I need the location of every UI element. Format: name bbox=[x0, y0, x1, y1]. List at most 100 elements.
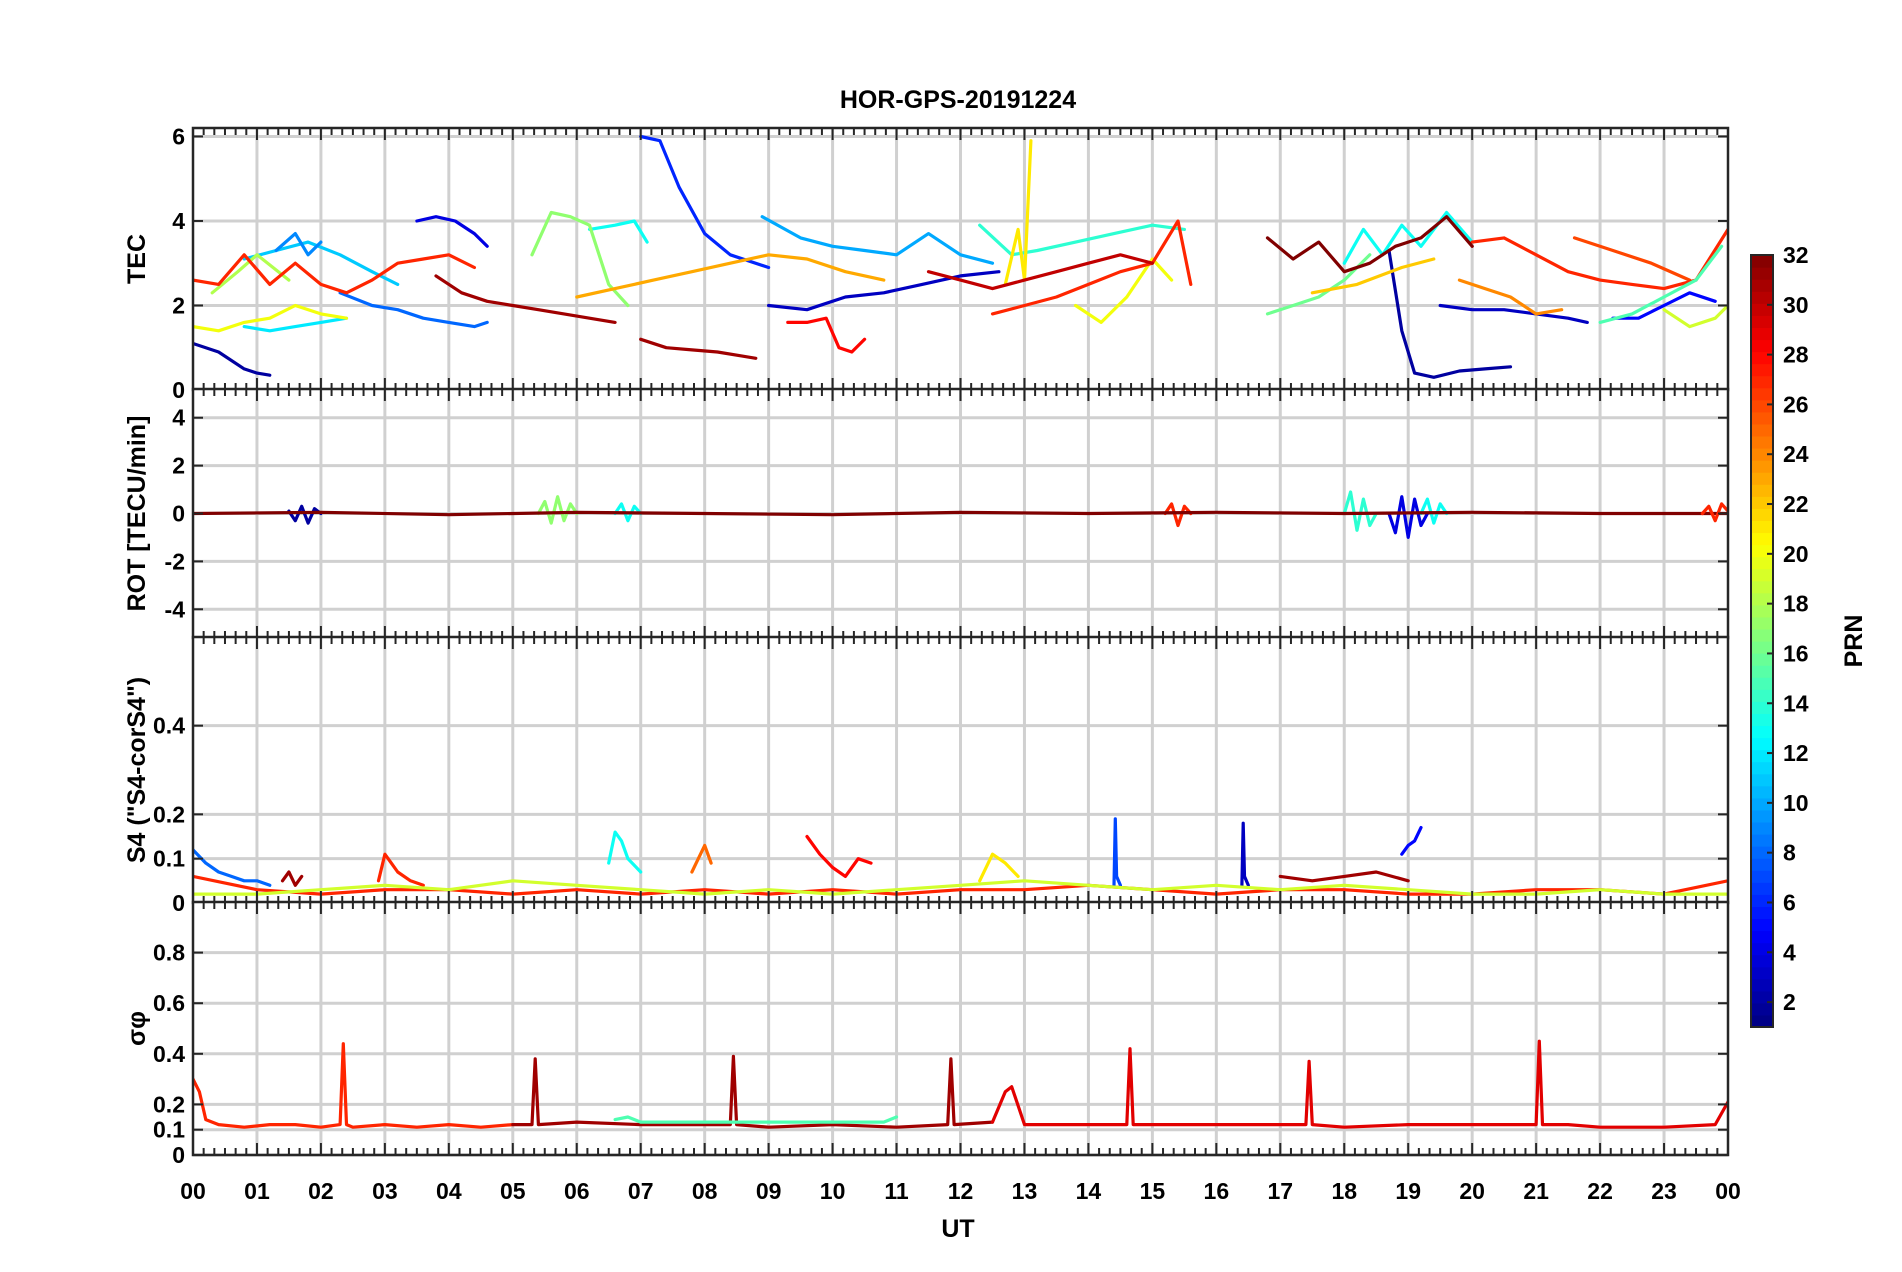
x-tick-label: 23 bbox=[1651, 1178, 1677, 1204]
x-tick-label: 08 bbox=[692, 1178, 718, 1204]
y-tick-label: 0.1 bbox=[153, 846, 185, 872]
series-prn-3 bbox=[766, 270, 1001, 312]
series-prn-18 bbox=[210, 253, 291, 295]
colorbar-segment bbox=[1751, 942, 1773, 956]
series-prn-31 bbox=[639, 337, 758, 360]
series-prn-31 bbox=[434, 274, 617, 324]
x-tick-label: 19 bbox=[1395, 1178, 1421, 1204]
series-prn-31 bbox=[280, 870, 304, 887]
colorbar-tick-label: 6 bbox=[1783, 889, 1796, 915]
series-group bbox=[193, 1039, 1728, 1129]
y-tick-label: 0 bbox=[172, 377, 185, 403]
y-tick-label: 2 bbox=[172, 453, 185, 479]
y-tick-label: 6 bbox=[172, 123, 185, 149]
colorbar-segment bbox=[1751, 520, 1773, 534]
colorbar-segment bbox=[1751, 1002, 1773, 1016]
colorbar-tick-label: 14 bbox=[1783, 690, 1809, 716]
y-tick-label: 0 bbox=[172, 501, 185, 527]
y-tick-label: 0.2 bbox=[153, 1091, 185, 1117]
colorbar-segment bbox=[1751, 737, 1773, 751]
colorbar-segment bbox=[1751, 255, 1773, 268]
colorbar-tick-label: 30 bbox=[1783, 292, 1809, 318]
colorbar-segment bbox=[1751, 423, 1773, 437]
y-tick-label: 0 bbox=[172, 890, 185, 916]
x-tick-label: 20 bbox=[1459, 1178, 1485, 1204]
x-axis-label: UT bbox=[941, 1215, 974, 1243]
y-axis-label: σφ bbox=[123, 1011, 151, 1046]
x-tick-label: 13 bbox=[1012, 1178, 1038, 1204]
colorbar-segment bbox=[1751, 484, 1773, 497]
series-prn-27 bbox=[376, 852, 425, 887]
colorbar-segment bbox=[1751, 761, 1773, 775]
colorbar-segment bbox=[1751, 315, 1773, 328]
series-prn-21 bbox=[978, 852, 1020, 883]
series-prn-32 bbox=[1265, 215, 1474, 274]
colorbar-frame bbox=[1750, 254, 1774, 1028]
chart-title: HOR-GPS-20191224 bbox=[840, 86, 1076, 114]
series-prn-6 bbox=[639, 134, 771, 270]
series-prn-27 bbox=[193, 253, 476, 295]
series-prn-11 bbox=[242, 240, 400, 286]
y-axis-label: TEC bbox=[123, 234, 151, 284]
colorbar-segment bbox=[1751, 375, 1773, 389]
series-prn-28 bbox=[786, 316, 867, 354]
colorbar-tick-label: 18 bbox=[1783, 591, 1809, 617]
series-prn-22 bbox=[1310, 257, 1436, 295]
colorbar-segment bbox=[1751, 821, 1773, 835]
x-tick-label: 16 bbox=[1204, 1178, 1230, 1204]
colorbar-segment bbox=[1751, 327, 1773, 341]
series-prn-20 bbox=[193, 303, 349, 333]
series-prn-3 bbox=[1240, 821, 1250, 887]
series-prn-27 bbox=[1163, 502, 1193, 528]
series-prn-8 bbox=[338, 291, 489, 329]
colorbar-segment bbox=[1751, 435, 1773, 449]
x-tick-label: 07 bbox=[628, 1178, 654, 1204]
x-tick-label: 00 bbox=[1715, 1178, 1741, 1204]
series-prn-15 bbox=[1598, 244, 1724, 324]
colorbar-segment bbox=[1751, 773, 1773, 787]
y-axis-label: ROT [TECU/min] bbox=[123, 416, 151, 612]
colorbar-segment bbox=[1751, 677, 1773, 690]
colorbar-segment bbox=[1751, 387, 1773, 401]
colorbar-segment bbox=[1751, 303, 1773, 316]
series-prn-31 bbox=[511, 1054, 995, 1129]
colorbar-segment bbox=[1751, 809, 1773, 823]
colorbar-tick-label: 8 bbox=[1783, 840, 1796, 866]
series-prn-19 bbox=[1662, 303, 1728, 329]
x-tick-label: 18 bbox=[1331, 1178, 1357, 1204]
colorbar-segment bbox=[1751, 616, 1773, 630]
series-prn-2 bbox=[287, 504, 323, 525]
colorbar-tick-label: 12 bbox=[1783, 740, 1809, 766]
colorbar-segment bbox=[1751, 797, 1773, 811]
colorbar-segment bbox=[1751, 508, 1773, 521]
series-prn-29 bbox=[990, 1039, 1728, 1129]
colorbar-segment bbox=[1751, 592, 1773, 606]
series-prn-5 bbox=[1611, 291, 1717, 320]
series-prn-4 bbox=[415, 215, 489, 248]
y-tick-label: 0.8 bbox=[153, 940, 185, 966]
s4-panel: 0 0.1 0.2 0.4S4 ("S4-corS4") bbox=[123, 635, 1730, 916]
x-tick-label: 15 bbox=[1140, 1178, 1166, 1204]
x-tick-label: 10 bbox=[820, 1178, 846, 1204]
y-tick-label: 0.4 bbox=[153, 1041, 185, 1067]
colorbar-segment bbox=[1751, 641, 1773, 654]
colorbar-segment bbox=[1751, 846, 1773, 859]
colorbar-segment bbox=[1751, 894, 1773, 907]
x-tick-label: 06 bbox=[564, 1178, 590, 1204]
series-prn-16 bbox=[1265, 253, 1372, 316]
series-prn-24 bbox=[1457, 278, 1564, 316]
series-prn-32 bbox=[193, 510, 1728, 517]
colorbar-segment bbox=[1751, 532, 1773, 546]
colorbar-segment bbox=[1751, 906, 1773, 920]
colorbar-tick-label: 26 bbox=[1783, 391, 1809, 417]
colorbar-segment bbox=[1751, 918, 1773, 932]
series-prn-8 bbox=[193, 848, 272, 887]
series-prn-21 bbox=[1003, 139, 1033, 286]
y-tick-label: 0.4 bbox=[153, 713, 185, 739]
y-tick-label: 0 bbox=[172, 1142, 185, 1168]
colorbar-segment bbox=[1751, 990, 1773, 1004]
series-prn-31 bbox=[1278, 870, 1410, 883]
series-prn-2 bbox=[193, 341, 272, 377]
